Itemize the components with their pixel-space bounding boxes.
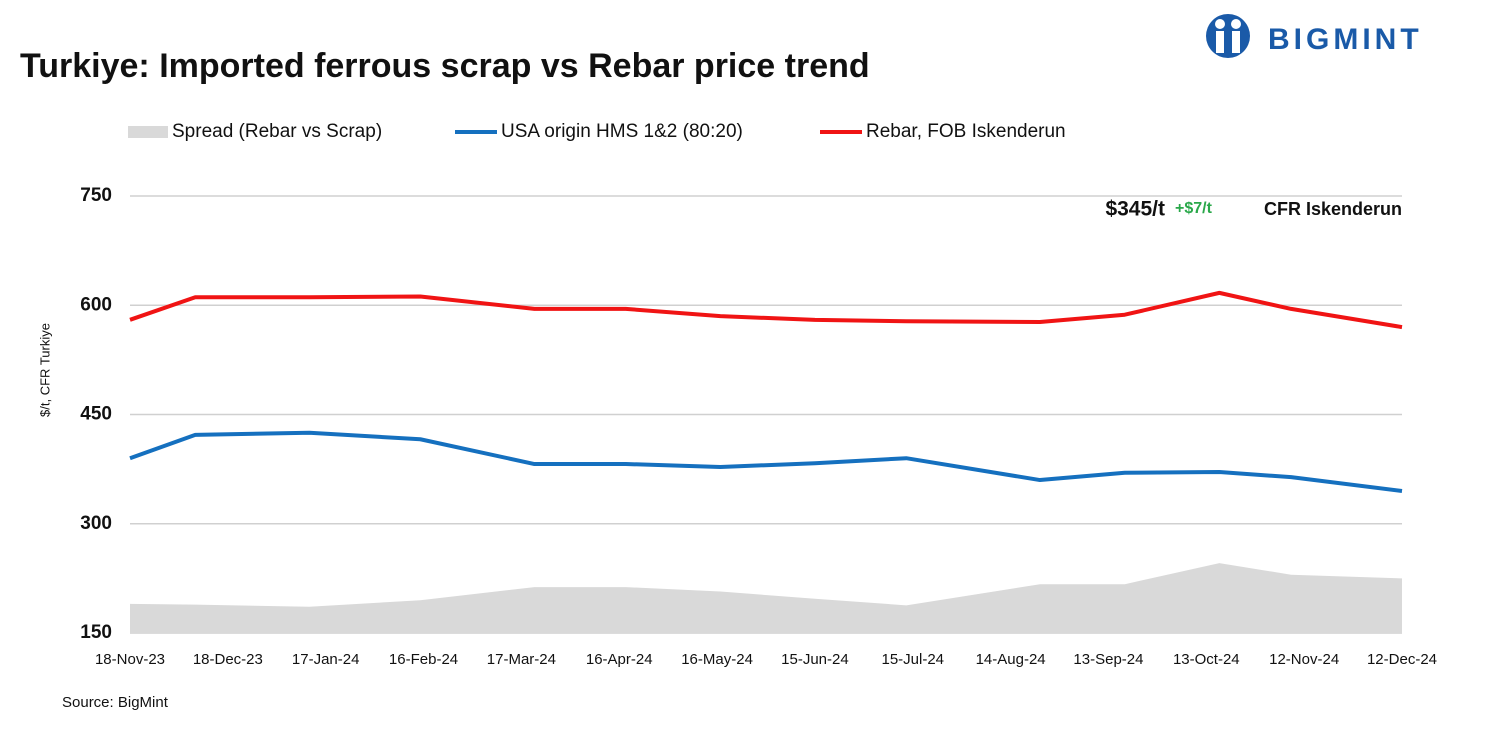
legend-swatch [128,126,168,138]
logo-icon [1231,19,1241,29]
logo-icon [1215,19,1225,29]
legend-label: Rebar, FOB Iskenderun [866,121,1066,142]
annotation-label: CFR Iskenderun [1264,199,1402,219]
x-tick-label: 12-Dec-24 [1367,651,1437,668]
area [130,563,1402,633]
chart-title: Turkiye: Imported ferrous scrap vs Rebar… [20,47,870,85]
x-tick-label: 13-Sep-24 [1073,651,1143,668]
x-tick-label: 12-Nov-24 [1269,651,1339,668]
x-tick-label: 15-Jul-24 [881,651,944,668]
y-tick-label: 750 [80,185,112,206]
annotation-change: +$7/t [1175,200,1213,217]
x-tick-label: 14-Aug-24 [976,651,1046,668]
x-tick-label: 18-Dec-23 [193,651,263,668]
x-tick-label: 16-Feb-24 [389,651,458,668]
y-tick-label: 150 [80,622,112,643]
logo-icon [1206,14,1250,58]
legend-label: USA origin HMS 1&2 (80:20) [501,121,743,142]
logo: BIGMINT [1206,14,1423,58]
x-tick-label: 13-Oct-24 [1173,651,1240,668]
logo-text: BIGMINT [1268,23,1423,56]
y-axis-label: $/t, CFR Turkiye [37,323,52,417]
x-tick-label: 16-Apr-24 [586,651,653,668]
logo-icon [1232,31,1240,53]
line [129,290,1403,330]
y-tick-label: 600 [80,294,112,315]
source: Source: BigMint [62,694,169,711]
logo-icon [1216,31,1224,53]
line [129,430,1403,493]
x-tick-label: 17-Jan-24 [292,651,360,668]
x-tick-label: 18-Nov-23 [95,651,165,668]
x-tick-label: 15-Jun-24 [781,651,849,668]
annotation-price: $345/t [1105,198,1165,221]
y-tick-label: 450 [80,404,112,425]
y-tick-label: 300 [80,513,112,534]
x-tick-label: 16-May-24 [681,651,753,668]
x-tick-label: 17-Mar-24 [487,651,556,668]
legend-label: Spread (Rebar vs Scrap) [172,121,382,142]
